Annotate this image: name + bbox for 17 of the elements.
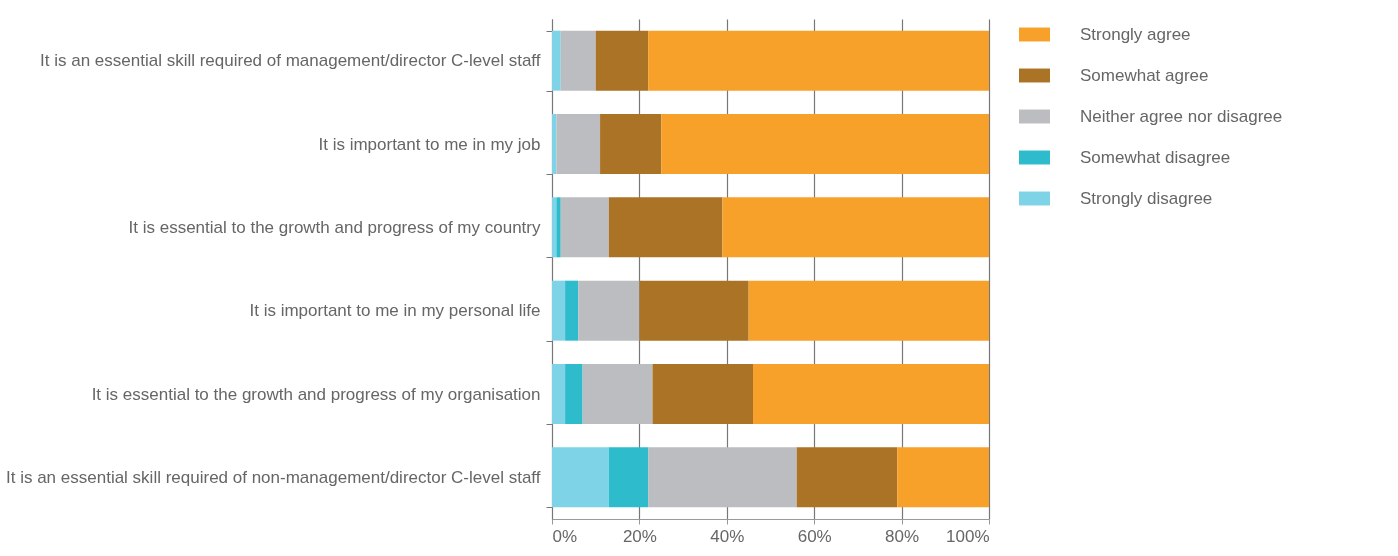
legend-label: Strongly disagree (1080, 188, 1213, 208)
y-tick-label: It is important to me in my personal life (249, 301, 541, 321)
x-tick-label: 0% (552, 526, 578, 546)
y-tick-label: It is important to me in my job (318, 134, 541, 154)
legend-label: Strongly agree (1080, 24, 1191, 44)
y-tick-label: It is essential to the growth and progress of my country (128, 217, 541, 237)
y-tick-label: It is essential to the growth and progress of my organisation (91, 384, 541, 404)
x-tick-label: 60% (797, 526, 832, 546)
x-tick-label: 80% (885, 526, 920, 546)
x-tick-label: 20% (622, 526, 657, 546)
x-tick-label: 100% (946, 526, 990, 546)
legend-label: Neither agree nor disagree (1080, 106, 1283, 126)
y-tick-label: It is an essential skill required of non-management/director C-level staff (6, 467, 541, 487)
legend-label: Somewhat disagree (1080, 147, 1231, 167)
x-tick-label: 40% (710, 526, 745, 546)
legend-label: Somewhat agree (1080, 65, 1209, 85)
y-tick-label: It is an essential skill required of management/director C-level staff (40, 51, 541, 71)
